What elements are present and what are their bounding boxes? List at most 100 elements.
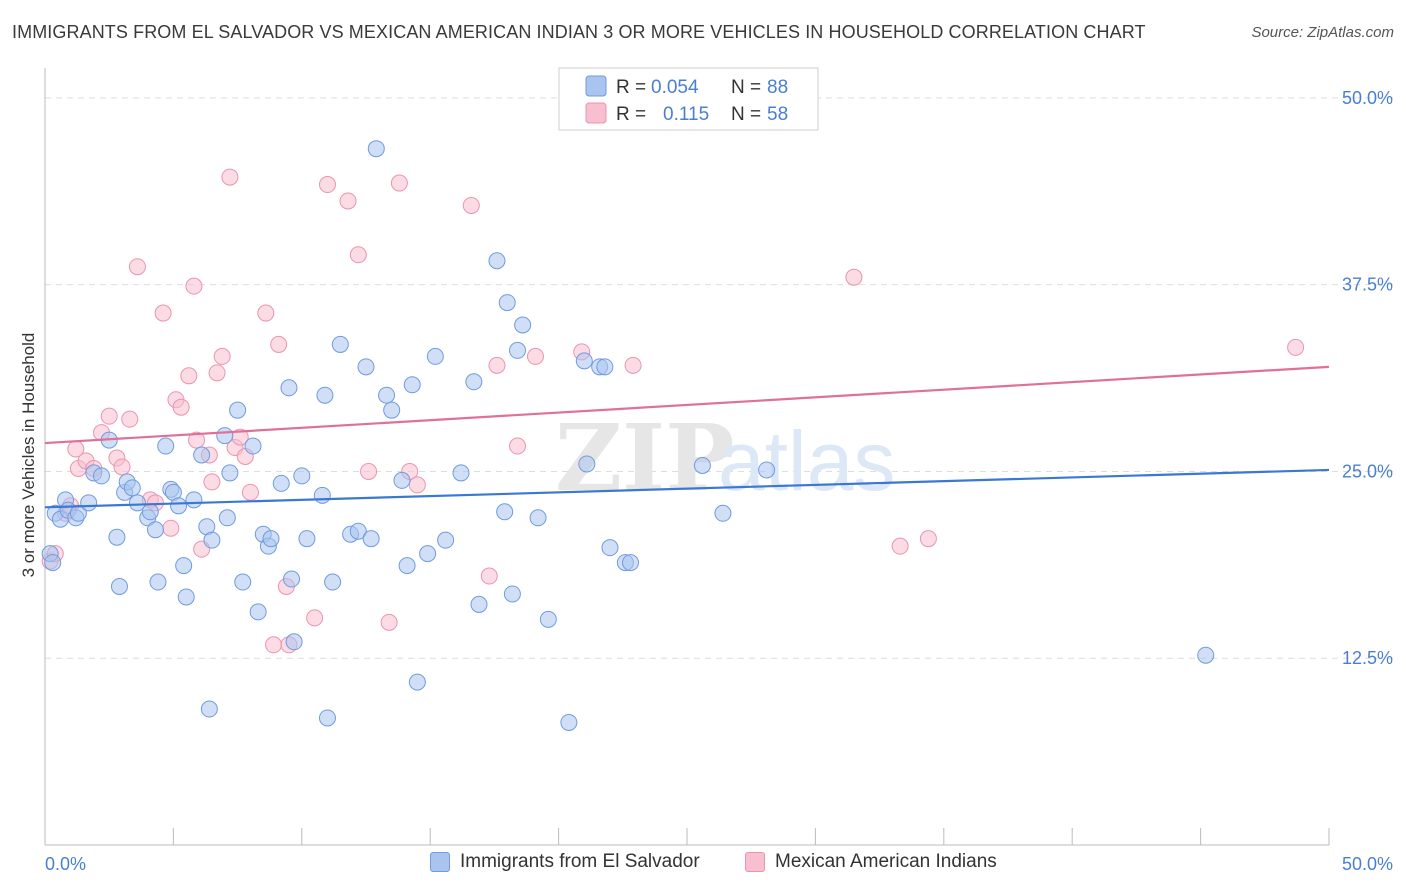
legend-item-mexican-american-indians[interactable]: Mexican American Indians [745,851,997,873]
point-el-salvador [170,497,188,515]
point-el-salvador [503,585,521,603]
y-tick-labels: 12.5% 25.0% 37.5% 50.0% [1342,88,1393,668]
point-el-salvador [128,494,146,512]
trend-line-mexican-american-indians [44,365,1330,445]
point-el-salvador [175,557,193,575]
point-el-salvador [403,376,421,394]
point-mexican-american-indian [265,636,283,654]
trend-line-el-salvador [44,468,1330,509]
point-el-salvador [44,554,62,572]
point-el-salvador [378,386,396,404]
point-el-salvador [193,446,211,464]
y-tick-label: 12.5% [1342,648,1393,668]
point-mexican-american-indian [845,268,863,286]
legend-item-el-salvador[interactable]: Immigrants from El Salvador [430,851,700,873]
point-el-salvador [146,521,164,539]
point-mexican-american-indian [349,246,367,264]
point-mexican-american-indian [113,458,131,476]
point-el-salvador [157,437,175,455]
point-el-salvador [92,467,110,485]
point-el-salvador [596,358,614,376]
point-el-salvador [622,554,640,572]
point-mexican-american-indian [121,410,139,428]
watermark-atlas: atlas [718,414,895,508]
legend-bottom: Immigrants from El Salvador Mexican Amer… [0,851,1406,879]
point-mexican-american-indian [257,304,275,322]
point-el-salvador [293,467,311,485]
point-mexican-american-indian [408,476,426,494]
point-el-salvador [349,522,367,540]
chart-title: IMMIGRANTS FROM EL SALVADOR VS MEXICAN A… [12,22,1146,42]
point-mexican-american-indian [185,277,203,295]
point-mexican-american-indian [128,258,146,276]
point-mexican-american-indian [306,609,324,627]
point-el-salvador [560,713,578,731]
point-el-salvador [185,491,203,509]
legend-swatch-mexican-american-indians [745,852,765,872]
point-el-salvador [80,494,98,512]
point-el-salvador [693,456,711,474]
point-mexican-american-indian [462,196,480,214]
point-mexican-american-indian [213,347,231,365]
point-mexican-american-indian [488,356,506,374]
point-mexican-american-indian [624,356,642,374]
legend-swatch-el-salvador [430,852,450,872]
point-el-salvador [141,503,159,521]
point-el-salvador [601,539,619,557]
point-el-salvador [496,503,514,521]
point-el-salvador [437,531,455,549]
point-mexican-american-indian [526,347,544,365]
point-el-salvador [408,673,426,691]
x-ticks [44,828,1330,845]
point-el-salvador [452,464,470,482]
point-el-salvador [393,471,411,489]
point-el-salvador [488,252,506,270]
point-mexican-american-indian [380,613,398,631]
point-el-salvador [426,347,444,365]
point-el-salvador [200,700,218,718]
point-el-salvador [249,603,267,621]
series-immigrants-el-salvador [41,140,1215,731]
point-el-salvador [216,427,234,445]
point-mexican-american-indian [162,519,180,537]
point-el-salvador [367,140,385,158]
legend-n-label-0: N = [731,77,761,98]
point-mexican-american-indian [480,567,498,585]
y-tick-label: 25.0% [1342,461,1393,481]
point-mexican-american-indian [241,483,259,501]
point-el-salvador [465,373,483,391]
legend-label-el-salvador: Immigrants from El Salvador [460,851,700,872]
point-mexican-american-indian [100,407,118,425]
point-el-salvador [149,573,167,591]
point-mexican-american-indian [180,367,198,385]
point-mexican-american-indian [339,192,357,210]
legend-n-value-0: 88 [767,77,788,98]
legend-r-value-0: 0.054 [651,77,699,98]
point-mexican-american-indian [891,537,909,555]
point-el-salvador [383,401,401,419]
point-el-salvador [203,531,221,549]
point-el-salvador [177,588,195,606]
y-tick-label: 50.0% [1342,88,1393,108]
legend-r-label-0: R = [616,77,646,98]
point-el-salvador [244,437,262,455]
point-el-salvador [262,530,280,548]
point-el-salvador [298,530,316,548]
legend-n-value-1: 58 [767,104,788,125]
point-mexican-american-indian [172,398,190,416]
point-mexican-american-indian [221,168,239,186]
point-el-salvador [539,610,557,628]
trend-lines [44,365,1330,509]
point-mexican-american-indian [390,174,408,192]
point-el-salvador [578,455,596,473]
point-el-salvador [318,709,336,727]
point-el-salvador [529,509,547,527]
point-el-salvador [229,401,247,419]
point-el-salvador [221,464,239,482]
point-el-salvador [498,294,516,312]
legend-r-value-1: 0.115 [663,104,709,125]
point-mexican-american-indian [188,431,206,449]
point-el-salvador [419,545,437,563]
point-mexican-american-indian [318,176,336,194]
